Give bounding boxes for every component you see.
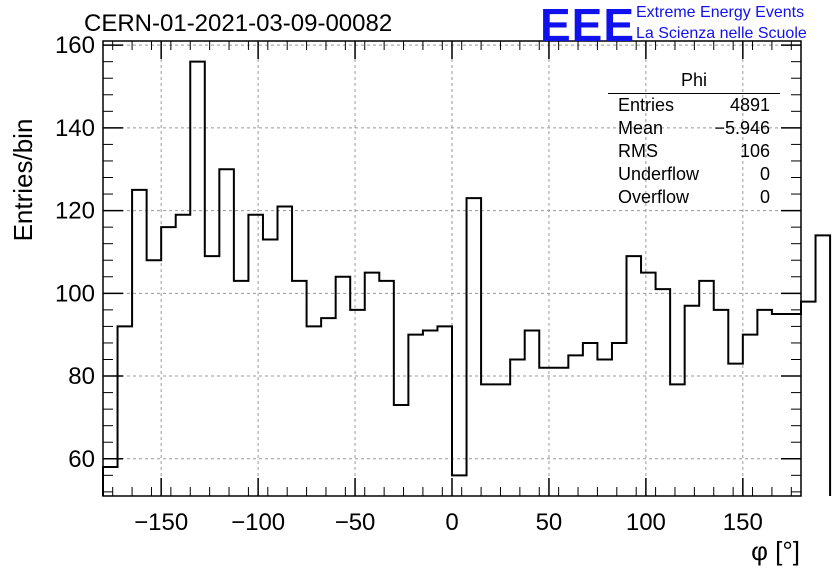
histogram-bin [118,326,133,496]
histogram-bin [786,314,801,496]
logo-subtitle-line2: La Scienza nelle Scuole [636,25,807,42]
histogram-bin [714,310,729,496]
histogram-bin [467,198,482,496]
plot-frame [102,40,802,497]
stats-label: Underflow [618,164,700,184]
histogram-bin [365,273,380,496]
histogram-bin [292,281,307,496]
stats-label: RMS [618,141,658,161]
x-tick-label: 0 [445,509,458,536]
histogram-bin [801,302,816,496]
x-axis-label: φ [°] [751,536,800,566]
histogram-bin [481,384,496,496]
x-tick-label: −100 [231,509,285,536]
histogram-bin [772,314,787,496]
stats-value: 106 [739,141,770,161]
y-tick-label: 160 [55,32,95,59]
stats-value: 0 [759,187,770,207]
stats-value: 4891 [729,95,770,115]
tick-labels: −150 −100 −50 0 50 100 150 60 80 100 120 140 160 [55,32,763,536]
y-tick-label: 120 [55,198,95,225]
x-tick-label: −50 [335,509,376,536]
stats-label: Mean [618,118,664,138]
histogram-bin [278,206,293,496]
histogram-bin [219,169,234,496]
stats-box-name: Phi [608,70,780,94]
histogram-bin [554,368,569,496]
stats-row-mean: Mean −5.946 [608,117,780,140]
y-axis-label: Entries/bin [8,119,38,242]
histogram-bin [743,335,758,496]
chart-title: CERN-01-2021-03-09-00082 [84,10,393,37]
y-tick-label: 140 [55,115,95,142]
histogram-step-line [102,60,832,496]
histogram-bin [656,289,671,496]
stats-row-entries: Entries 4891 [608,94,780,117]
x-tick-label: −150 [134,509,188,536]
logo-subtitle-line1: Extreme Energy Events [636,4,805,21]
histogram-bin [699,281,714,496]
histogram-bin [757,310,772,496]
x-tick-label: 150 [723,509,763,536]
histogram-bin [248,215,263,496]
y-tick-label: 100 [55,280,95,307]
histogram-bin [321,318,336,496]
histogram-bin [161,227,176,496]
histogram-bin [627,256,642,496]
y-tick-label: 60 [68,446,95,473]
stats-value: 0 [759,164,770,184]
histogram-bin [612,343,627,496]
histogram-bin [685,306,700,496]
histogram-bin [350,310,365,496]
histogram-bin [597,360,612,497]
y-tick-label: 80 [68,363,95,390]
histogram-bin [568,355,583,496]
histogram-bin [263,240,278,496]
histogram-bin [408,335,423,496]
histogram-bin [525,331,540,496]
stats-label: Entries [618,95,675,115]
stats-value: −5.946 [714,118,770,138]
histogram-bin [336,277,351,496]
stats-row-overflow: Overflow 0 [608,186,780,209]
histogram-bin [394,405,409,496]
histogram-bin [147,260,162,496]
x-tick-label: 100 [626,509,666,536]
histogram-bin [103,467,118,496]
stats-box: Phi Entries 4891 Mean −5.946 RMS 106 Und… [608,70,780,209]
stats-row-underflow: Underflow 0 [608,163,780,186]
stats-label: Overflow [618,187,690,207]
histogram-bin [452,475,467,496]
histogram-bin [641,273,656,496]
histogram-bin [816,235,831,496]
x-tick-label: 50 [536,509,563,536]
histogram-bin [307,326,322,496]
histogram-bin [510,360,525,497]
histogram-bin [539,368,554,496]
histogram-bin [190,62,205,496]
histogram-bin [423,331,438,496]
histogram-bin [496,384,511,496]
eee-logo: EEE [540,0,636,51]
histogram-bin [728,364,743,496]
axis-ticks [103,41,801,496]
histogram-bin [437,326,452,496]
histogram-bin [205,256,220,496]
histogram-bin [379,281,394,496]
histogram-bin [176,215,191,496]
histogram-bin [670,384,685,496]
histogram-bin [132,190,147,496]
histogram-bin [583,343,598,496]
histogram-bin [234,281,249,496]
stats-row-rms: RMS 106 [608,140,780,163]
